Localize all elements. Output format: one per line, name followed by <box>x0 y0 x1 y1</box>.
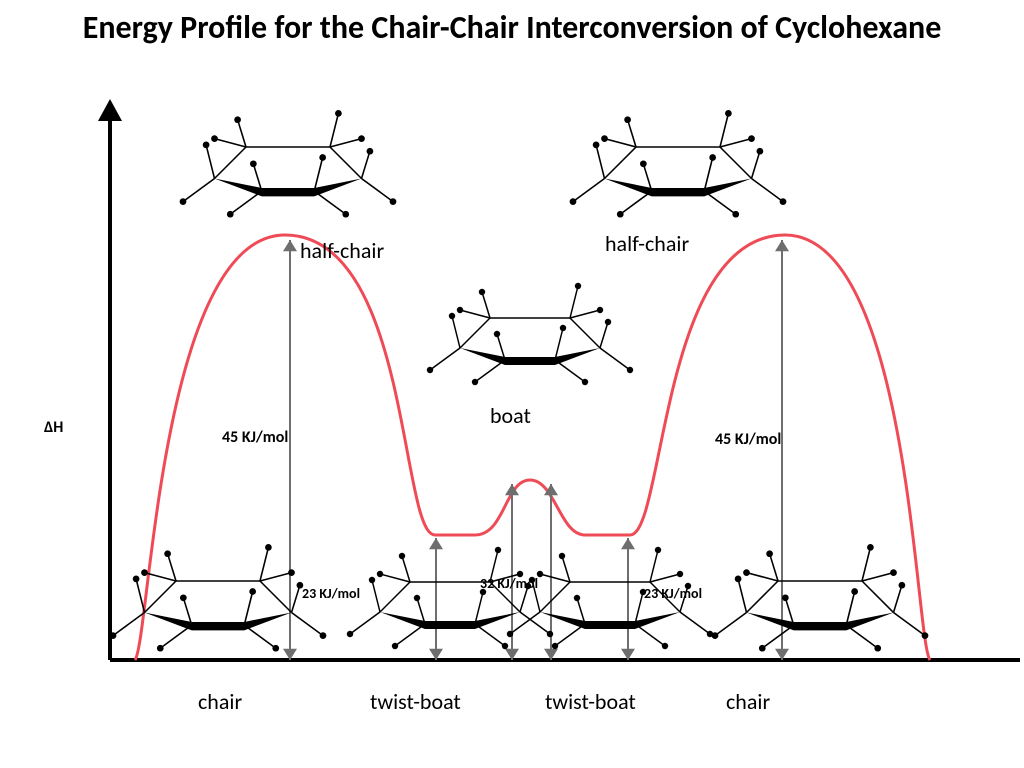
twist-boat-left <box>347 547 553 649</box>
energy-label: 45 KJ/mol <box>715 430 781 449</box>
conformer-label: twist-boat <box>545 688 636 715</box>
conformer-label: boat <box>490 402 531 429</box>
boat <box>427 283 633 385</box>
conformer-label: half-chair <box>605 230 689 257</box>
energy-label: 45 KJ/mol <box>222 428 288 447</box>
conformer-label: twist-boat <box>370 688 461 715</box>
chair-right <box>712 544 929 652</box>
conformer-label: chair <box>726 688 770 715</box>
conformer-label: half-chair <box>300 237 384 264</box>
energy-label: 23 KJ/mol <box>302 585 360 602</box>
half-chair-right <box>570 110 787 218</box>
conformer-label: chair <box>198 688 242 715</box>
energy-diagram <box>0 0 1024 768</box>
energy-label: 32 KJ/mol <box>480 575 538 592</box>
half-chair-left <box>180 110 397 218</box>
energy-label: 23 KJ/mol <box>644 585 702 602</box>
